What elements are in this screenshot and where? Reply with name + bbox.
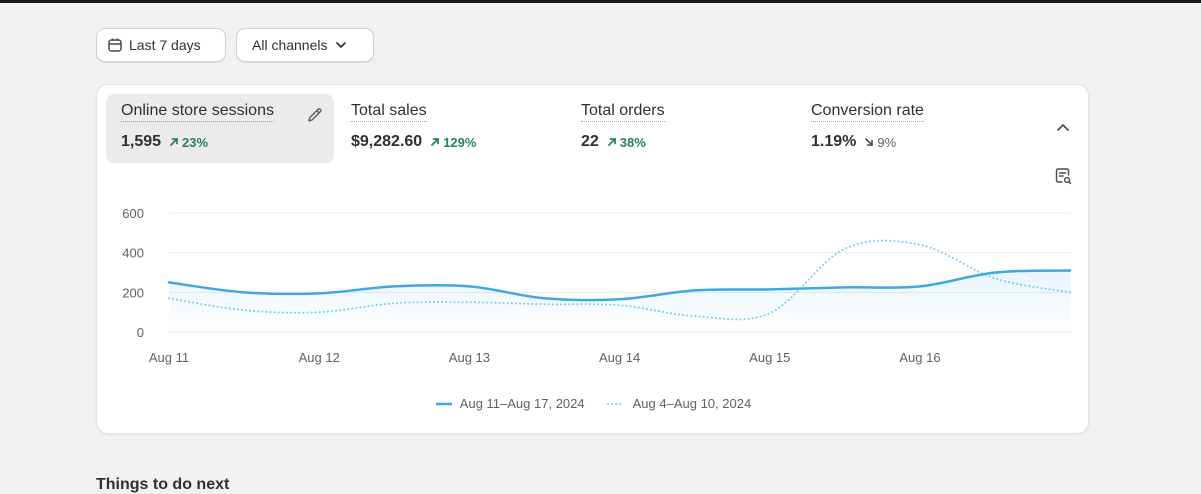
metric-label: Online store sessions — [121, 102, 274, 122]
metric-value: 22 — [581, 133, 599, 150]
x-tick-label: Aug 12 — [299, 350, 340, 365]
legend-label: Aug 4–Aug 10, 2024 — [632, 396, 752, 411]
channel-filter-label: All channels — [252, 37, 328, 53]
analytics-card: Online store sessions 1,595 23% Total sa… — [96, 84, 1089, 434]
x-tick-label: Aug 13 — [449, 350, 490, 365]
y-tick-label: 200 — [122, 285, 144, 300]
metric-label: Conversion rate — [811, 102, 924, 122]
y-tick-label: 0 — [137, 325, 144, 340]
metric-delta-value: 38% — [619, 134, 646, 150]
metric-value: $9,282.60 — [351, 133, 423, 150]
date-range-label: Last 7 days — [129, 37, 201, 53]
metric-delta: 38% — [607, 135, 646, 150]
metric-online-store-sessions[interactable]: Online store sessions 1,595 23% — [106, 94, 334, 163]
metric-total-orders[interactable]: Total orders 22 38% — [566, 94, 794, 163]
legend-label: Aug 11–Aug 17, 2024 — [459, 396, 585, 411]
y-tick-label: 400 — [122, 246, 144, 261]
legend-item-previous[interactable]: Aug 4–Aug 10, 2024 — [606, 396, 752, 411]
metric-delta-value: 9% — [877, 134, 897, 150]
x-tick-label: Aug 14 — [599, 350, 640, 365]
arrow-up-right-icon — [431, 138, 440, 146]
legend-dotted-line-icon — [606, 402, 625, 405]
series-line-current — [167, 269, 1072, 302]
arrow-up-right-icon — [170, 138, 178, 146]
metric-label: Total sales — [351, 102, 427, 122]
legend-solid-line-icon — [435, 402, 452, 405]
pencil-icon[interactable] — [306, 106, 324, 129]
chart-legend: Aug 11–Aug 17, 2024 Aug 4–Aug 10, 2024 — [97, 396, 1090, 411]
metric-delta: 9% — [864, 135, 896, 150]
metric-delta: 129% — [430, 135, 476, 150]
report-search-icon[interactable] — [1053, 166, 1073, 186]
metric-delta-value: 129% — [443, 134, 477, 150]
date-range-button[interactable]: Last 7 days — [96, 28, 226, 62]
metric-label: Total orders — [581, 102, 665, 122]
chevron-up-icon[interactable] — [1053, 118, 1073, 138]
metric-delta: 23% — [169, 135, 208, 150]
metric-total-sales[interactable]: Total sales $9,282.60 129% — [336, 94, 564, 163]
series-area-current — [169, 270, 1071, 332]
x-tick-label: Aug 15 — [749, 350, 790, 365]
calendar-icon — [107, 37, 123, 53]
chevron-down-icon — [334, 38, 348, 52]
y-tick-label: 600 — [122, 206, 144, 221]
x-tick-label: Aug 11 — [149, 350, 189, 365]
legend-item-current[interactable]: Aug 11–Aug 17, 2024 — [435, 396, 585, 411]
sessions-line-chart: 0 200 400 600 Aug 11 Aug 12 Aug 13 Aug 14 Aug 15… — [122, 206, 1072, 365]
metric-conversion-rate[interactable]: Conversion rate 1.19% 9% — [796, 94, 1024, 163]
section-heading: Things to do next — [96, 476, 230, 493]
top-bar — [0, 0, 1201, 3]
metric-value: 1,595 — [121, 133, 162, 150]
metric-delta-value: 23% — [182, 134, 209, 150]
x-tick-label: Aug 16 — [899, 350, 940, 365]
channel-filter-button[interactable]: All channels — [236, 28, 374, 62]
arrow-down-right-icon — [865, 138, 874, 146]
arrow-up-right-icon — [607, 138, 616, 146]
metric-value: 1.19% — [811, 133, 857, 150]
